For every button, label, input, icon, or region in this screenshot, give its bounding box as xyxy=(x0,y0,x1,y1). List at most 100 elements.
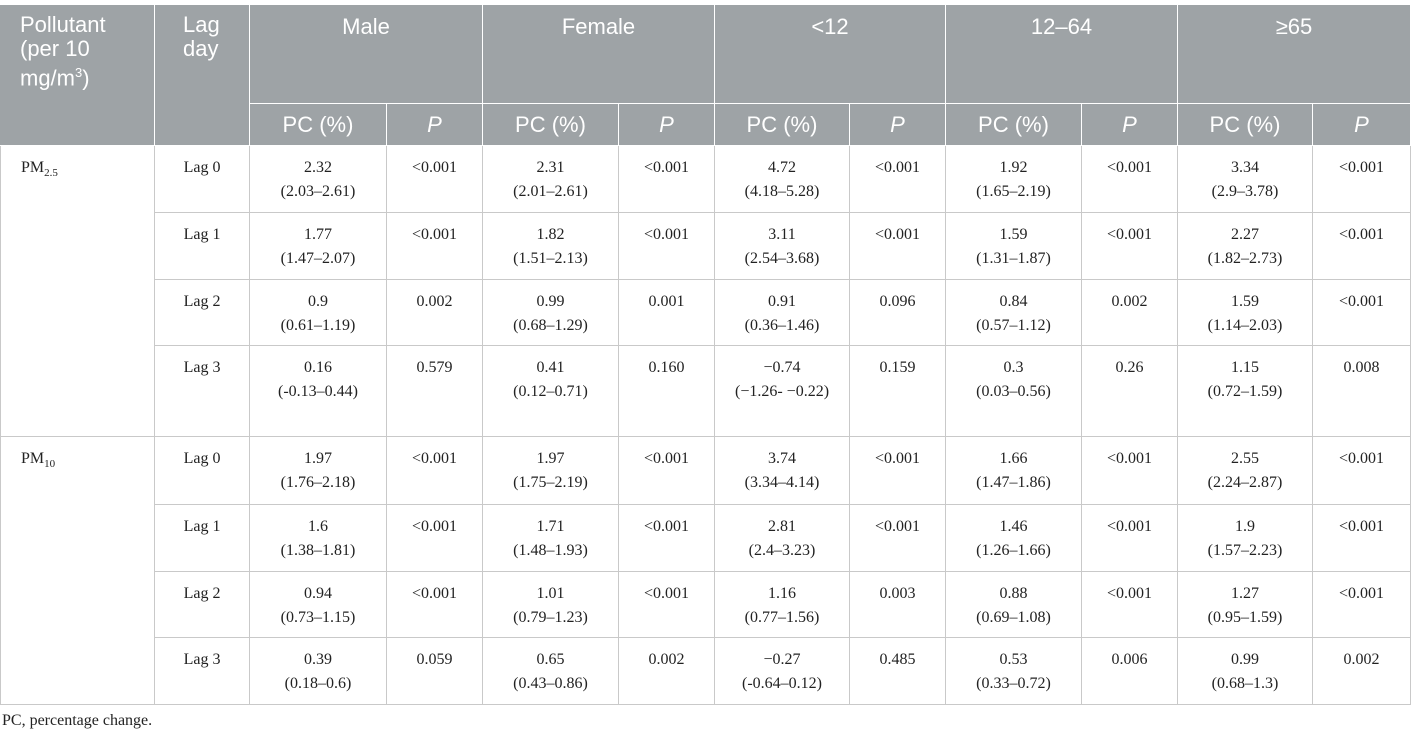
p-value: <0.001 xyxy=(1106,518,1153,535)
lag-label: Lag 1 xyxy=(183,518,221,535)
sub-header: P xyxy=(1313,104,1411,146)
p-cell: 0.096 xyxy=(850,280,946,346)
pc-cell: 1.59 (1.14–2.03) xyxy=(1178,280,1313,346)
confidence-interval: (3.34–4.14) xyxy=(744,474,820,491)
confidence-interval: (1.47–2.07) xyxy=(280,250,356,267)
confidence-interval: (0.43–0.86) xyxy=(513,675,588,692)
header-text: Female xyxy=(561,14,636,39)
pc-value: 0.99 xyxy=(536,293,565,310)
confidence-interval: (-0.13–0.44) xyxy=(278,383,358,400)
p-cell: 0.001 xyxy=(619,280,715,346)
group-header: <12 xyxy=(715,5,946,104)
pollutant-header: Pollutant (per 10 mg/m3) xyxy=(0,5,155,146)
pc-cell: 0.41 (0.12–0.71) xyxy=(483,346,619,437)
pc-cell: 2.55 (2.24–2.87) xyxy=(1178,437,1313,505)
pc-cell: 1.6 (1.38–1.81) xyxy=(250,505,387,572)
p-value: <0.001 xyxy=(1338,293,1385,310)
confidence-interval: (1.31–1.87) xyxy=(976,250,1051,267)
pc-cell: 1.59 (1.31–1.87) xyxy=(946,213,1082,280)
pc-cell: 1.92 (1.65–2.19) xyxy=(946,146,1082,213)
p-value: 0.159 xyxy=(879,359,916,376)
p-value: <0.001 xyxy=(411,226,458,243)
p-cell: <0.001 xyxy=(1082,505,1178,572)
confidence-interval: (0.03–0.56) xyxy=(976,383,1051,400)
pc-cell: 1.9 (1.57–2.23) xyxy=(1178,505,1313,572)
group-header: Female xyxy=(483,5,715,104)
header-text: P xyxy=(1354,112,1369,137)
confidence-interval: (2.24–2.87) xyxy=(1207,474,1283,491)
pc-cell: 0.65 (0.43–0.86) xyxy=(483,638,619,705)
confidence-interval: (0.95–1.59) xyxy=(1207,609,1283,626)
pc-cell: 1.66 (1.47–1.86) xyxy=(946,437,1082,505)
pc-value: 1.46 xyxy=(999,518,1028,535)
confidence-interval: (1.48–1.93) xyxy=(513,542,588,559)
group-header: Male xyxy=(250,5,483,104)
p-value: <0.001 xyxy=(643,518,690,535)
sub-header: PC (%) xyxy=(946,104,1082,146)
lag-header: Lag day xyxy=(155,5,250,146)
p-cell: <0.001 xyxy=(387,213,483,280)
pc-value: 0.9 xyxy=(308,293,328,310)
pc-value: 1.71 xyxy=(536,518,565,535)
confidence-interval: (0.68–1.3) xyxy=(1211,675,1279,692)
p-value: 0.002 xyxy=(648,651,685,668)
header-text: PC (%) xyxy=(515,112,586,137)
pc-value: 2.27 xyxy=(1231,226,1259,243)
confidence-interval: (0.57–1.12) xyxy=(976,317,1051,334)
pc-cell: 1.01 (0.79–1.23) xyxy=(483,572,619,638)
pc-value: 0.65 xyxy=(536,651,565,668)
p-value: 0.160 xyxy=(648,359,685,376)
pc-cell: 0.99 (0.68–1.3) xyxy=(1178,638,1313,705)
confidence-interval: (1.47–1.86) xyxy=(976,474,1051,491)
pc-cell: 3.34 (2.9–3.78) xyxy=(1178,146,1313,213)
p-value: 0.001 xyxy=(648,293,685,310)
pc-cell: 1.46 (1.26–1.66) xyxy=(946,505,1082,572)
confidence-interval: (1.82–2.73) xyxy=(1207,250,1283,267)
pc-value: 1.9 xyxy=(1235,518,1255,535)
p-value: <0.001 xyxy=(874,226,921,243)
header-text: PC (%) xyxy=(978,112,1049,137)
confidence-interval: (2.03–2.61) xyxy=(280,183,356,200)
confidence-interval: (0.72–1.59) xyxy=(1207,383,1283,400)
pc-cell: 2.32 (2.03–2.61) xyxy=(250,146,387,213)
pc-cell: 1.97 (1.75–2.19) xyxy=(483,437,619,505)
p-value: 0.485 xyxy=(879,651,916,668)
p-cell: <0.001 xyxy=(1082,572,1178,638)
confidence-interval: (−1.26- −0.22) xyxy=(734,383,830,400)
pc-value: 1.6 xyxy=(308,518,328,535)
p-value: <0.001 xyxy=(1338,159,1385,176)
p-value: <0.001 xyxy=(1106,450,1153,467)
pc-value: 3.11 xyxy=(768,226,796,243)
confidence-interval: (0.36–1.46) xyxy=(744,317,820,334)
header-text: PC (%) xyxy=(746,112,818,137)
p-value: 0.579 xyxy=(416,359,453,376)
p-value: <0.001 xyxy=(1106,226,1153,243)
lag-label: Lag 0 xyxy=(183,450,221,467)
confidence-interval: (1.65–2.19) xyxy=(976,183,1051,200)
p-value: <0.001 xyxy=(874,450,921,467)
pc-value: 1.77 xyxy=(304,226,332,243)
p-cell: 0.002 xyxy=(1082,280,1178,346)
p-cell: <0.001 xyxy=(850,213,946,280)
p-value: 0.008 xyxy=(1343,359,1380,376)
pc-value: 0.3 xyxy=(1003,359,1024,376)
p-value: 0.059 xyxy=(416,651,453,668)
pc-value: 1.59 xyxy=(1231,293,1259,310)
p-value: <0.001 xyxy=(643,226,690,243)
p-cell: <0.001 xyxy=(1313,505,1411,572)
pc-cell: 0.53 (0.33–0.72) xyxy=(946,638,1082,705)
header-text: ≥65 xyxy=(1275,14,1313,39)
pc-value: 1.27 xyxy=(1231,585,1259,602)
header-text: P xyxy=(427,112,442,137)
pc-cell: 0.3 (0.03–0.56) xyxy=(946,346,1082,437)
pc-cell: 0.94 (0.73–1.15) xyxy=(250,572,387,638)
pc-value: 2.32 xyxy=(304,159,332,176)
header-text: PC (%) xyxy=(282,112,354,137)
lag-label: Lag 2 xyxy=(183,585,221,602)
pc-cell: 1.82 (1.51–2.13) xyxy=(483,213,619,280)
p-cell: <0.001 xyxy=(619,437,715,505)
header-text: <12 xyxy=(811,14,849,39)
pc-value: 1.82 xyxy=(536,226,565,243)
header-text: P xyxy=(659,112,674,137)
pc-value: 1.16 xyxy=(768,585,796,602)
